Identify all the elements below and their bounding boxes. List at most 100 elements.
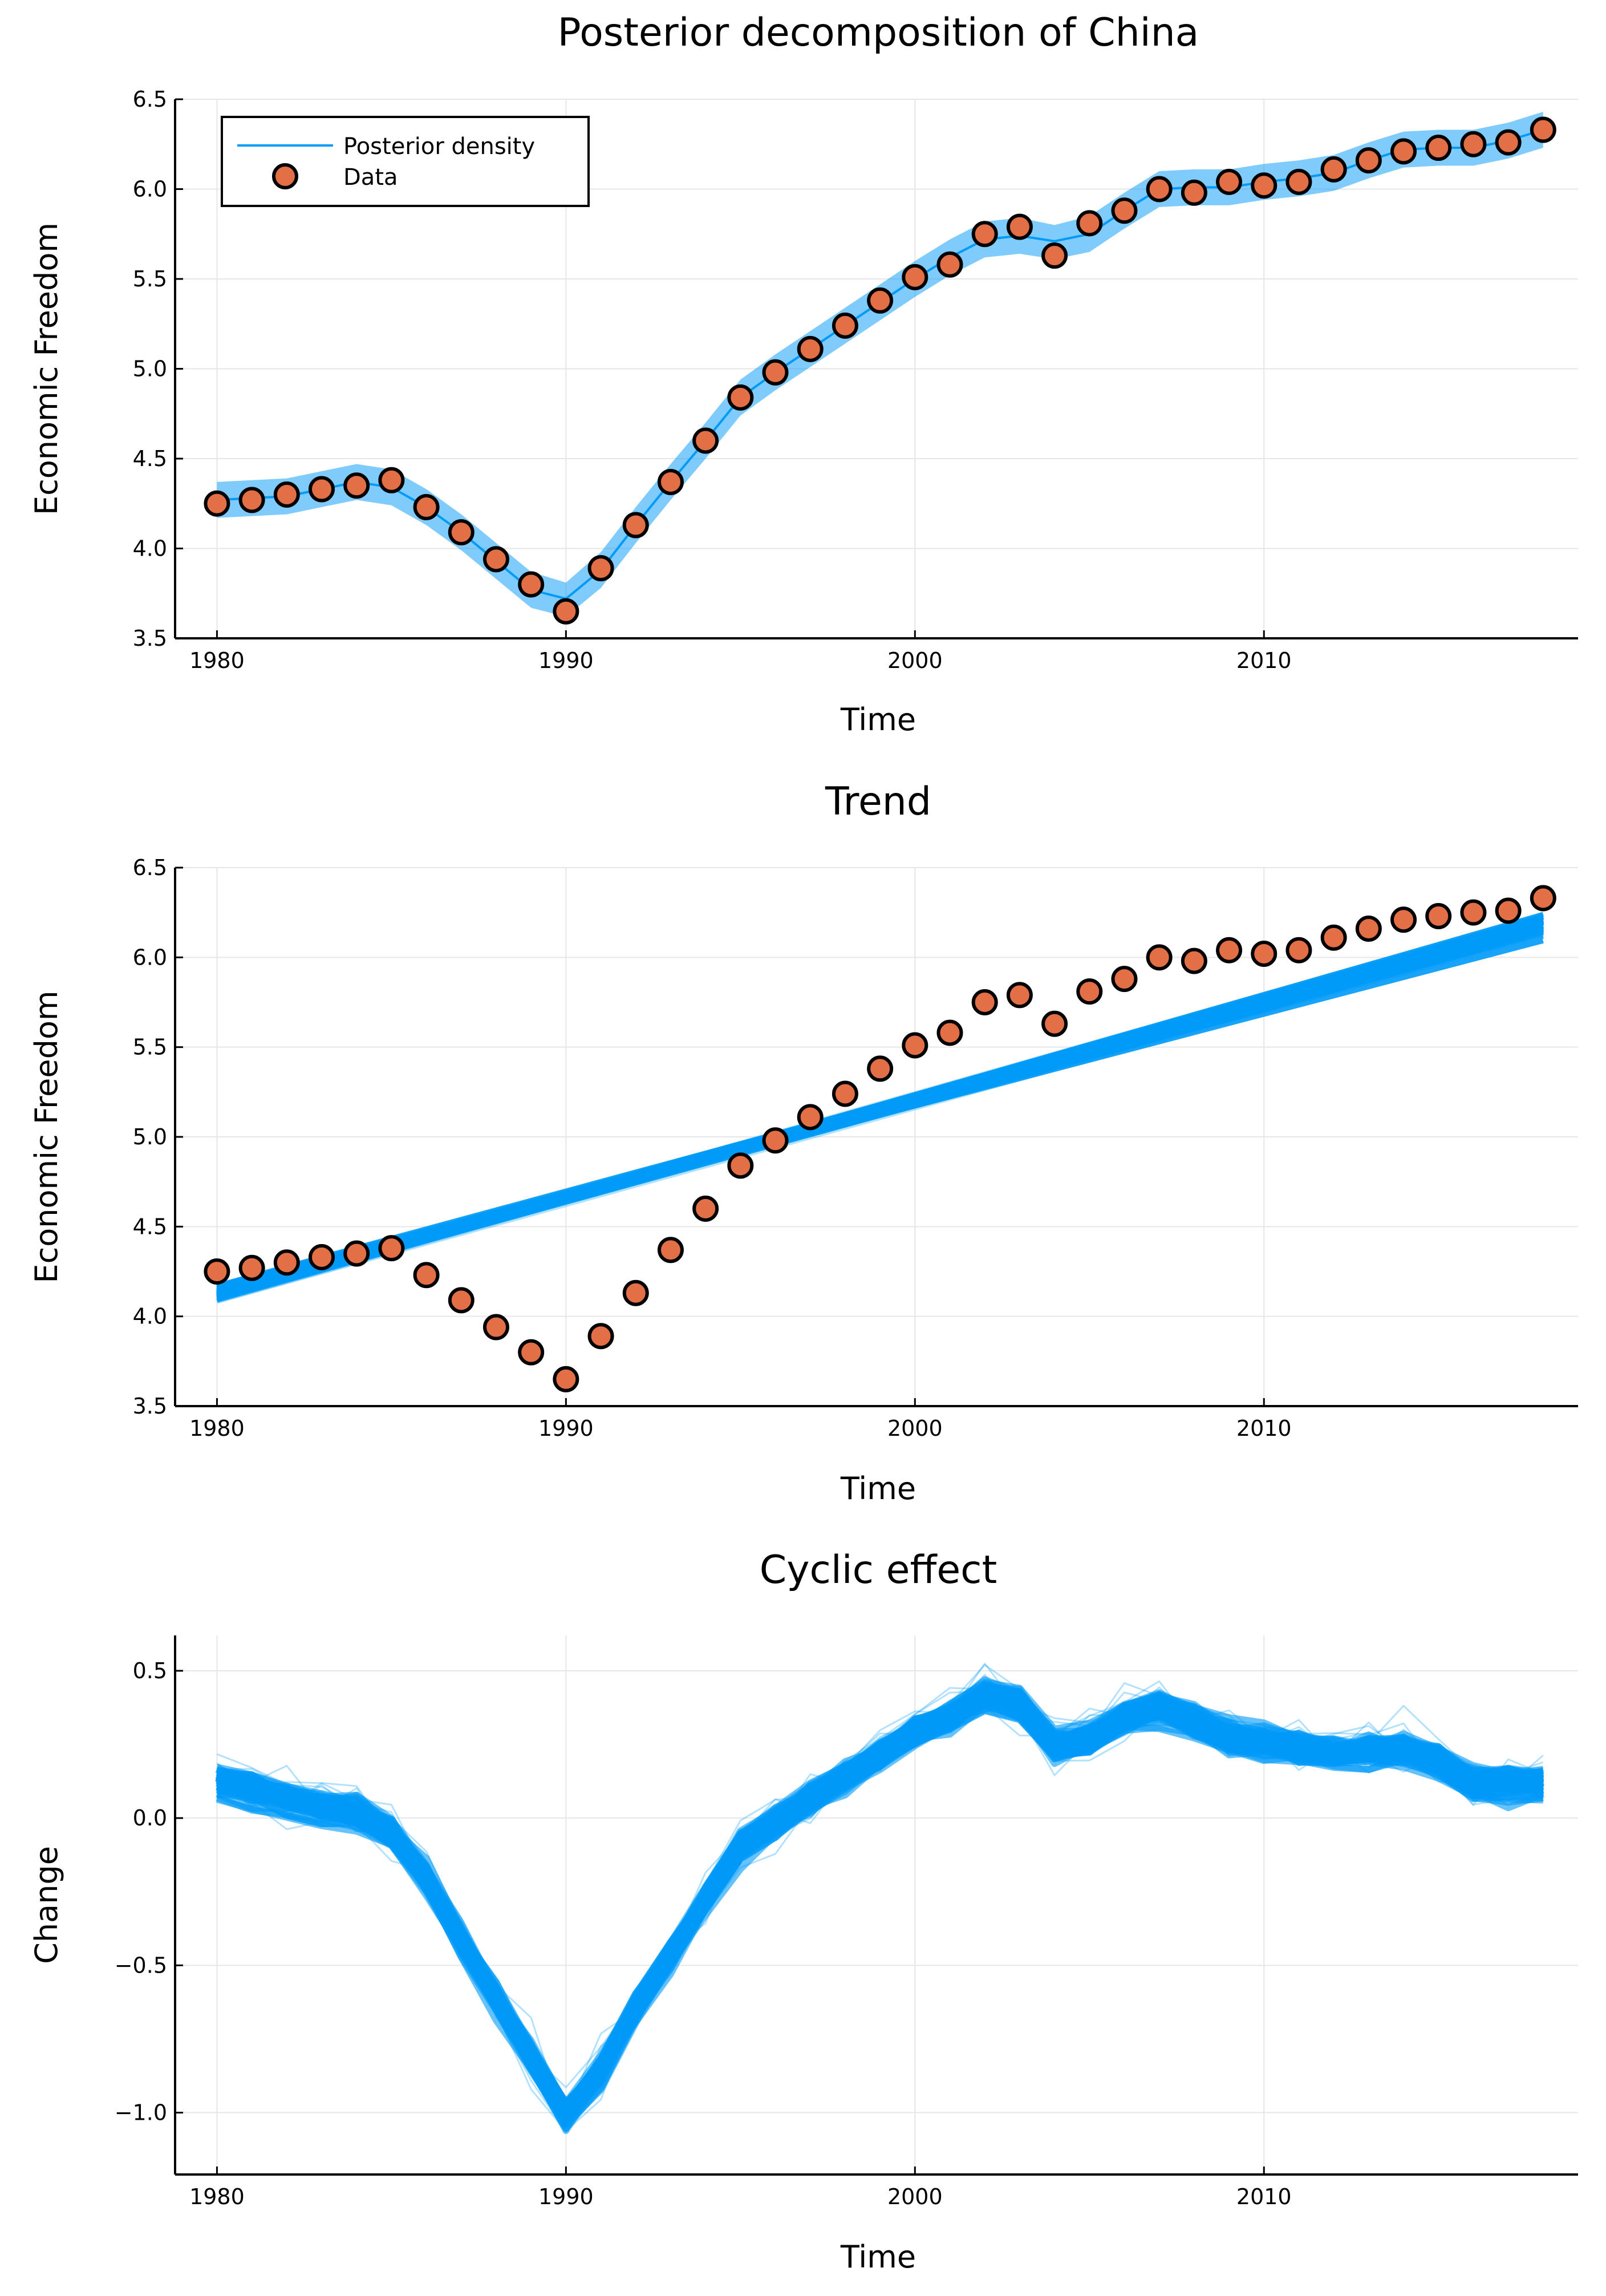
y-tick-label: −0.5 xyxy=(115,1953,167,1978)
trend-sample-line xyxy=(216,919,1544,1290)
data-point xyxy=(1216,168,1243,195)
x-tick-label: 2000 xyxy=(887,2184,943,2209)
y-tick-label: 4.5 xyxy=(133,446,167,471)
y-tick-label: 6.0 xyxy=(133,177,167,202)
data-point xyxy=(867,1055,894,1082)
y-axis-label: Economic Freedom xyxy=(29,990,64,1283)
data-point xyxy=(622,512,649,538)
data-point xyxy=(553,1366,579,1392)
trend-sample-line xyxy=(216,914,1544,1294)
y-tick-label: 5.5 xyxy=(133,266,167,291)
data-point xyxy=(1285,168,1312,195)
x-tick-label: 1990 xyxy=(538,1416,594,1441)
data-point xyxy=(238,487,265,513)
cyclic-sample-line xyxy=(216,1700,1544,2133)
data-point xyxy=(343,1240,370,1267)
data-point xyxy=(1111,197,1138,224)
y-tick-label: 5.0 xyxy=(133,357,167,382)
y-tick-label: −1.0 xyxy=(115,2100,167,2125)
y-tick-label: 4.0 xyxy=(133,1304,167,1329)
data-point xyxy=(1251,172,1278,199)
data-point xyxy=(553,598,579,625)
data-point xyxy=(378,467,405,493)
x-tick-label: 1980 xyxy=(189,648,245,673)
data-point xyxy=(448,1287,474,1314)
data-point xyxy=(1460,899,1487,926)
data-point xyxy=(482,546,509,573)
data-point xyxy=(518,1339,545,1366)
y-tick-label: 0.0 xyxy=(133,1805,167,1831)
data-point xyxy=(902,264,928,290)
cyclic-sample-line xyxy=(216,1676,1543,2108)
data-point xyxy=(657,468,684,495)
data-point xyxy=(1460,131,1487,157)
y-tick-label: 6.5 xyxy=(133,87,167,112)
data-point xyxy=(867,287,894,314)
x-axis-label: Time xyxy=(840,1471,916,1507)
data-point xyxy=(797,335,824,362)
cyclic-sample-line xyxy=(217,1682,1544,2110)
x-axis-label: Time xyxy=(840,2239,916,2275)
data-point xyxy=(1146,944,1173,971)
y-tick-label: 6.5 xyxy=(133,855,167,880)
x-tick-label: 2000 xyxy=(887,648,943,673)
data-point xyxy=(204,490,230,517)
data-point xyxy=(1425,902,1452,929)
x-tick-label: 1990 xyxy=(538,648,594,673)
y-axis-label: Change xyxy=(29,1846,64,1964)
data-point xyxy=(797,1104,824,1131)
trend-sample-line xyxy=(216,924,1544,1304)
data-point xyxy=(1076,978,1103,1005)
cyclic-sample-line xyxy=(216,1662,1544,2116)
y-tick-label: 5.0 xyxy=(133,1124,167,1149)
y-tick-label: 3.5 xyxy=(133,626,167,651)
data-point xyxy=(1076,210,1103,237)
y-tick-label: 6.0 xyxy=(133,945,167,970)
data-point xyxy=(1390,138,1417,165)
y-tick-label: 4.0 xyxy=(133,536,167,561)
trend-sample-line xyxy=(216,924,1544,1295)
cyclic-sample-line xyxy=(217,1674,1544,2115)
data-point xyxy=(1495,897,1522,924)
y-tick-label: 0.5 xyxy=(133,1658,167,1683)
legend: Posterior density Data xyxy=(221,116,590,207)
y-axis-label: Economic Freedom xyxy=(29,222,64,515)
cyclic-sample-line xyxy=(216,1709,1544,2132)
data-point xyxy=(1320,156,1347,183)
data-point xyxy=(762,359,789,386)
data-point xyxy=(587,1323,614,1350)
data-point xyxy=(936,251,963,278)
data-point xyxy=(1425,135,1452,161)
data-point xyxy=(1216,937,1243,963)
data-point xyxy=(1041,1010,1068,1037)
x-tick-label: 2010 xyxy=(1236,2184,1292,2209)
trend-sample-line xyxy=(216,931,1544,1298)
data-point xyxy=(482,1314,509,1341)
data-point xyxy=(1320,924,1347,951)
x-tick-label: 1990 xyxy=(538,2184,594,2209)
cyclic-sample-line xyxy=(216,1690,1544,2105)
trend-sample-line xyxy=(216,920,1544,1298)
data-point xyxy=(832,312,858,339)
cyclic-sample-line xyxy=(216,1694,1544,2115)
data-point xyxy=(1355,147,1382,174)
trend-sample-line xyxy=(216,932,1544,1304)
cyclic-sample-line xyxy=(216,1702,1543,2128)
data-point xyxy=(413,1262,440,1289)
data-point xyxy=(1495,129,1522,156)
data-point xyxy=(378,1235,405,1262)
data-point xyxy=(1390,906,1417,933)
panel-1: 3.5 4.0 4.5 5.0 5.5 6.0 6.5 1980 1990 2000 2010 Pos… xyxy=(29,10,1578,738)
legend-entry-data: Data xyxy=(343,164,398,191)
data-point xyxy=(273,481,300,508)
trend-sample-line xyxy=(216,916,1544,1297)
data-point xyxy=(832,1080,858,1107)
data-point xyxy=(1041,242,1068,269)
data-point xyxy=(587,555,614,582)
x-tick-label: 2010 xyxy=(1236,648,1292,673)
trend-sample-line xyxy=(216,912,1544,1294)
data-point xyxy=(622,1279,649,1306)
cyclic-sample-line xyxy=(216,1704,1544,2119)
chart-title: Posterior decomposition of China xyxy=(558,10,1199,55)
